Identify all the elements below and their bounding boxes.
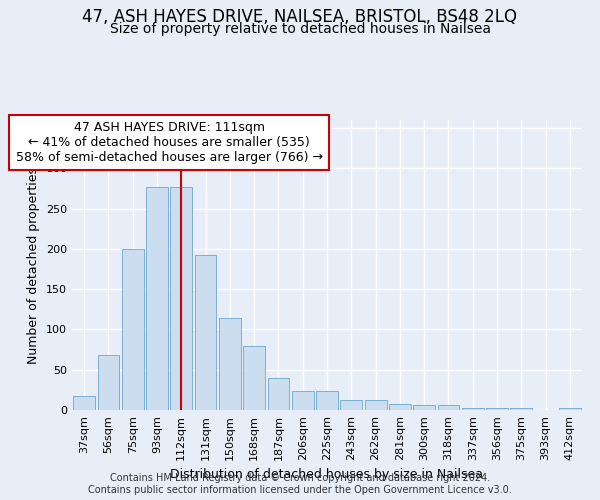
- Bar: [389, 404, 411, 410]
- Bar: [73, 396, 95, 410]
- Text: 47, ASH HAYES DRIVE, NAILSEA, BRISTOL, BS48 2LQ: 47, ASH HAYES DRIVE, NAILSEA, BRISTOL, B…: [83, 8, 517, 26]
- Bar: [146, 187, 168, 410]
- X-axis label: Distribution of detached houses by size in Nailsea: Distribution of detached houses by size …: [170, 468, 484, 481]
- Bar: [194, 254, 217, 410]
- Text: Contains HM Land Registry data © Crown copyright and database right 2024.
Contai: Contains HM Land Registry data © Crown c…: [88, 474, 512, 495]
- Bar: [268, 378, 289, 410]
- Bar: [437, 405, 460, 410]
- Bar: [559, 408, 581, 410]
- Bar: [365, 400, 386, 410]
- Bar: [170, 187, 192, 410]
- Text: 47 ASH HAYES DRIVE: 111sqm
← 41% of detached houses are smaller (535)
58% of sem: 47 ASH HAYES DRIVE: 111sqm ← 41% of deta…: [16, 121, 323, 164]
- Bar: [292, 390, 314, 410]
- Bar: [97, 355, 119, 410]
- Y-axis label: Number of detached properties: Number of detached properties: [28, 166, 40, 364]
- Bar: [219, 318, 241, 410]
- Text: Size of property relative to detached houses in Nailsea: Size of property relative to detached ho…: [110, 22, 491, 36]
- Bar: [340, 400, 362, 410]
- Bar: [413, 405, 435, 410]
- Bar: [486, 408, 508, 410]
- Bar: [316, 390, 338, 410]
- Bar: [122, 249, 143, 410]
- Bar: [462, 408, 484, 410]
- Bar: [511, 408, 532, 410]
- Bar: [243, 346, 265, 410]
